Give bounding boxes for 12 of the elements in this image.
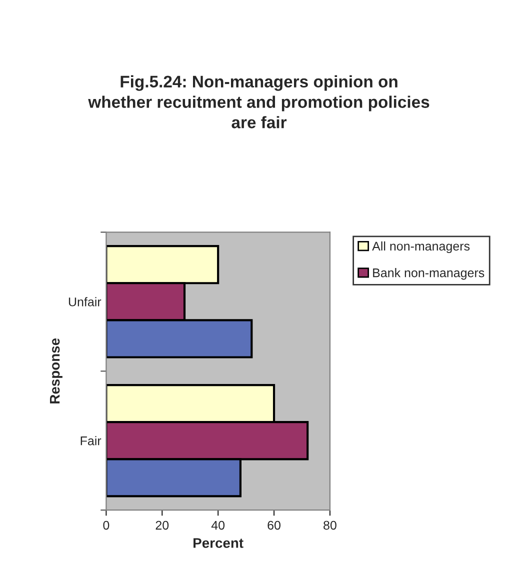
legend-label: Bank non-managers [373, 268, 484, 280]
x-tick-label: 20 [156, 520, 169, 530]
x-tick-label: 80 [324, 520, 336, 530]
y-tick-label: Fair [80, 436, 102, 446]
legend-label: All non-managers [372, 241, 470, 254]
chart-title: Fig.5.24: Non-managers opinion on whether recuitment and promotion policies are fair [88, 75, 430, 128]
x-tick-label: 0 [103, 520, 110, 530]
x-axis-title: Percent [194, 538, 244, 548]
x-tick-label: 60 [268, 520, 280, 530]
x-tick-label: 40 [211, 520, 225, 530]
y-axis-title: Response [50, 338, 62, 404]
y-tick-label: Unfair [68, 297, 102, 306]
